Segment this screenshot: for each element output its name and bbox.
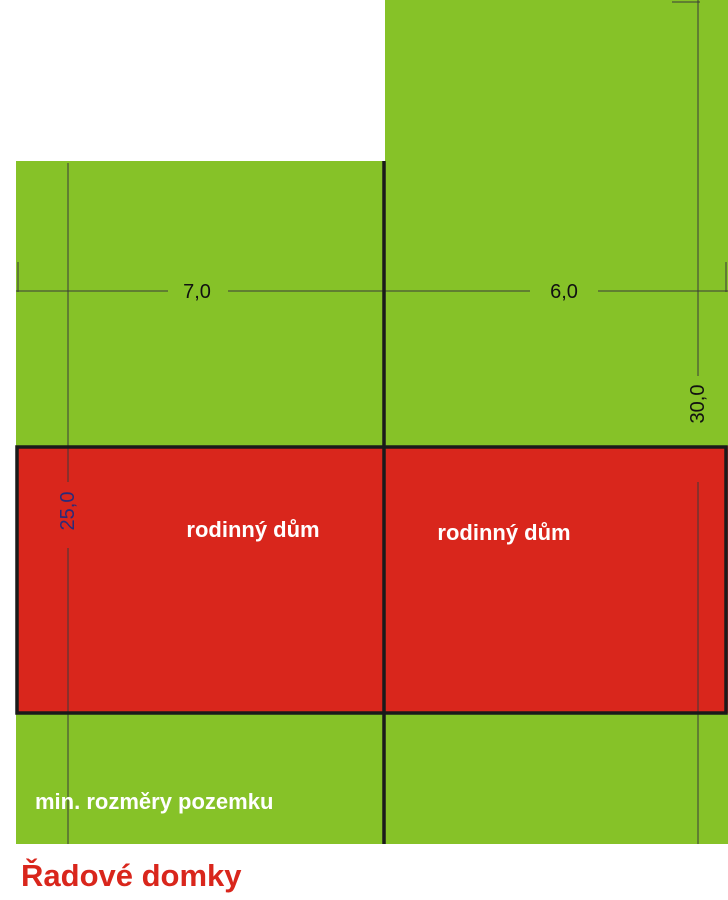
left-plot-width-label: 7,0 xyxy=(183,281,211,303)
dimension-lines xyxy=(16,0,728,844)
left-plot-depth-label: 25,0 xyxy=(57,492,79,531)
houses-outline xyxy=(15,445,728,715)
house-right xyxy=(385,446,728,713)
right-plot-width-label: 6,0 xyxy=(550,281,578,303)
right-plot-depth-label: 30,0 xyxy=(687,385,709,424)
house-left xyxy=(16,446,385,713)
min-plot-size-note: min. rozměry pozemku xyxy=(35,789,273,814)
plot-right xyxy=(385,0,728,844)
page-title: Řadové domky xyxy=(21,858,242,893)
boundary-lines xyxy=(15,161,728,844)
left-house-label: rodinný dům xyxy=(186,517,319,542)
right-house-label: rodinný dům xyxy=(437,520,570,545)
